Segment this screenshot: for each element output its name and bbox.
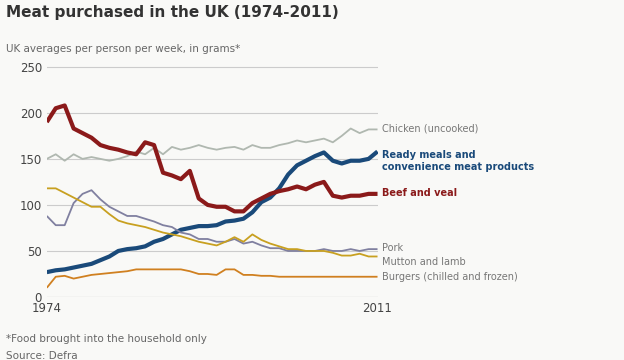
Text: UK averages per person per week, in grams*: UK averages per person per week, in gram…: [6, 44, 240, 54]
Text: Pork: Pork: [382, 243, 403, 253]
Text: *Food brought into the household only: *Food brought into the household only: [6, 334, 207, 344]
Text: Beef and veal: Beef and veal: [382, 188, 457, 198]
Text: Burgers (chilled and frozen): Burgers (chilled and frozen): [382, 272, 518, 282]
Text: Chicken (uncooked): Chicken (uncooked): [382, 123, 479, 134]
Text: Ready meals and
convenience meat products: Ready meals and convenience meat product…: [382, 149, 534, 172]
Text: Meat purchased in the UK (1974-2011): Meat purchased in the UK (1974-2011): [6, 5, 339, 21]
Text: Source: Defra: Source: Defra: [6, 351, 78, 360]
Text: Mutton and lamb: Mutton and lamb: [382, 257, 466, 267]
